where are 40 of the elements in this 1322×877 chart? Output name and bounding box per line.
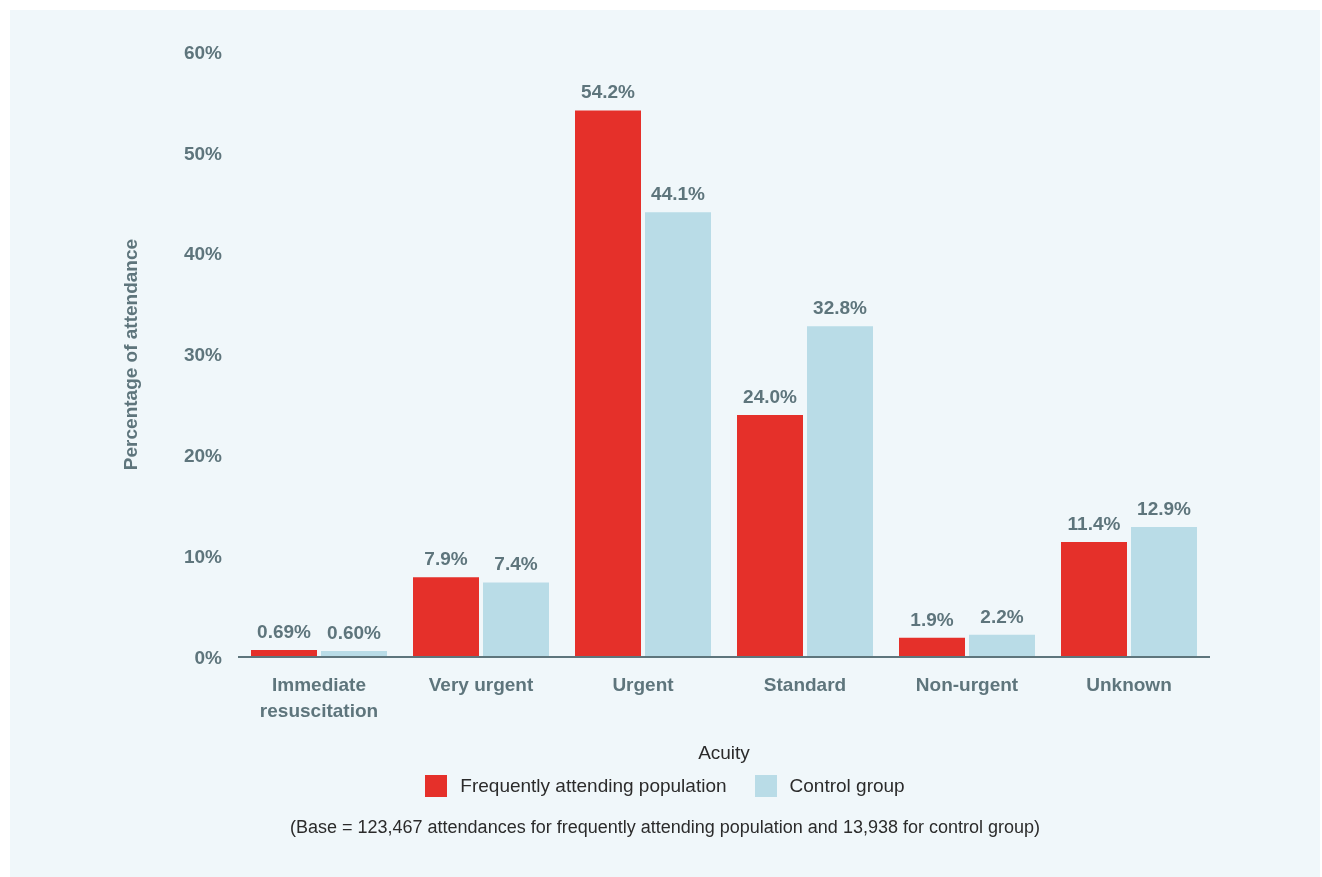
x-tick-label: Unknown (1086, 674, 1172, 695)
data-label: 2.2% (980, 605, 1024, 627)
data-label: 44.1% (651, 183, 706, 205)
y-tick-label: 20% (183, 445, 223, 467)
x-tick-label: Urgent (612, 674, 675, 695)
data-label: 7.9% (424, 548, 468, 570)
data-label: 54.2% (581, 81, 636, 103)
bar (969, 634, 1035, 657)
bar (807, 326, 873, 657)
y-tick-label: 50% (183, 142, 223, 164)
bar (645, 212, 711, 657)
legend-label: Frequently attending population (460, 775, 727, 797)
bar (737, 415, 803, 657)
x-tick-label: Standard (763, 674, 847, 695)
data-label: 11.4% (1067, 513, 1121, 535)
bar (1131, 526, 1197, 657)
y-tick-label: 40% (183, 243, 223, 265)
data-label: 7.4% (494, 553, 538, 575)
bar (899, 637, 965, 657)
x-tick-label: Non-urgent (915, 674, 1019, 695)
bar (413, 577, 479, 657)
data-label: 0.60% (327, 621, 382, 643)
y-tick-label: 0% (194, 646, 223, 668)
x-tick-label: Immediate resuscitation (259, 674, 379, 721)
text: (Base = 123,467 attendances for frequently attending population and 13,938 for control group) (288, 817, 1041, 838)
y-tick-label: 30% (183, 344, 223, 366)
data-label: 32.8% (813, 297, 868, 319)
bar (575, 110, 641, 657)
y-axis-title: Percentage of attendance (119, 238, 141, 471)
bar (483, 582, 549, 657)
data-label: 0.69% (257, 621, 312, 643)
y-tick-label: 10% (183, 545, 223, 567)
y-tick-label: 60% (183, 41, 223, 63)
legend-label: Control group (789, 775, 905, 797)
x-axis-title: Acuity (698, 742, 751, 763)
data-label: 24.0% (743, 386, 798, 407)
bar (1061, 542, 1127, 657)
data-label: 12.9% (1137, 497, 1192, 519)
x-tick-label: Very urgent (428, 674, 534, 695)
data-label: 1.9% (910, 608, 954, 630)
